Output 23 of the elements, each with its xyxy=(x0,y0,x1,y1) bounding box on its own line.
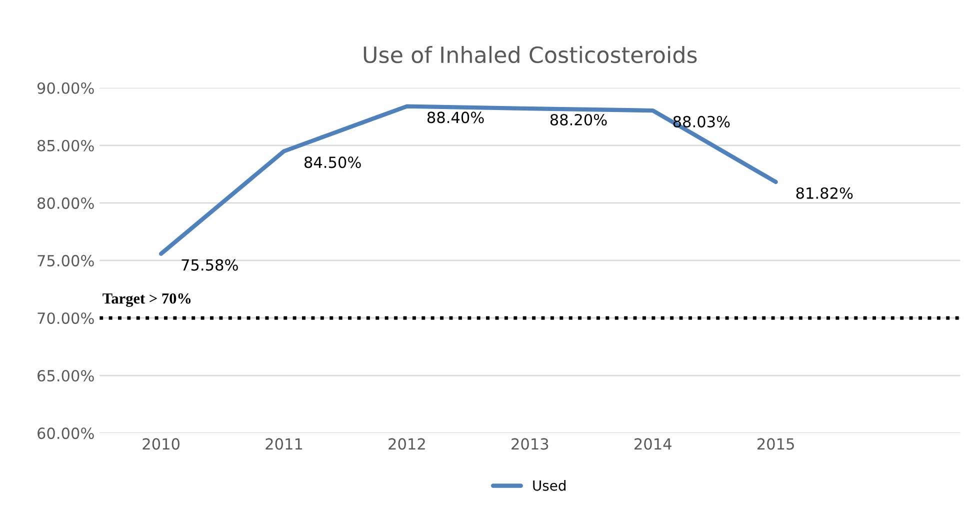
data-label: 88.20% xyxy=(550,114,607,126)
x-tick-label: 2011 xyxy=(266,438,302,450)
y-tick-label: 80.00% xyxy=(38,197,94,209)
y-tick-label: 70.00% xyxy=(38,312,94,324)
data-label: 88.40% xyxy=(427,112,484,124)
y-tick-label: 85.00% xyxy=(38,140,94,152)
legend-label: Used xyxy=(533,480,566,491)
data-label: 75.58% xyxy=(182,259,238,271)
x-tick-label: 2014 xyxy=(634,438,672,450)
x-tick-label: 2015 xyxy=(757,438,794,450)
y-tick-label: 60.00% xyxy=(38,428,94,440)
x-tick-label: 2013 xyxy=(512,438,548,450)
x-tick-label: 2010 xyxy=(142,438,180,450)
data-label: 81.82% xyxy=(796,187,853,199)
x-tick-label: 2012 xyxy=(388,438,425,450)
y-tick-label: 75.00% xyxy=(38,254,94,266)
y-tick-label: 90.00% xyxy=(37,82,94,94)
y-tick-label: 65.00% xyxy=(38,370,94,382)
line-series xyxy=(158,104,778,256)
ref-line-label: Target > 70% xyxy=(102,293,191,307)
data-label: 88.03% xyxy=(673,116,730,128)
chart-title: Use of Inhaled Costicosteroids xyxy=(364,46,697,64)
data-label: 84.50% xyxy=(304,156,361,168)
